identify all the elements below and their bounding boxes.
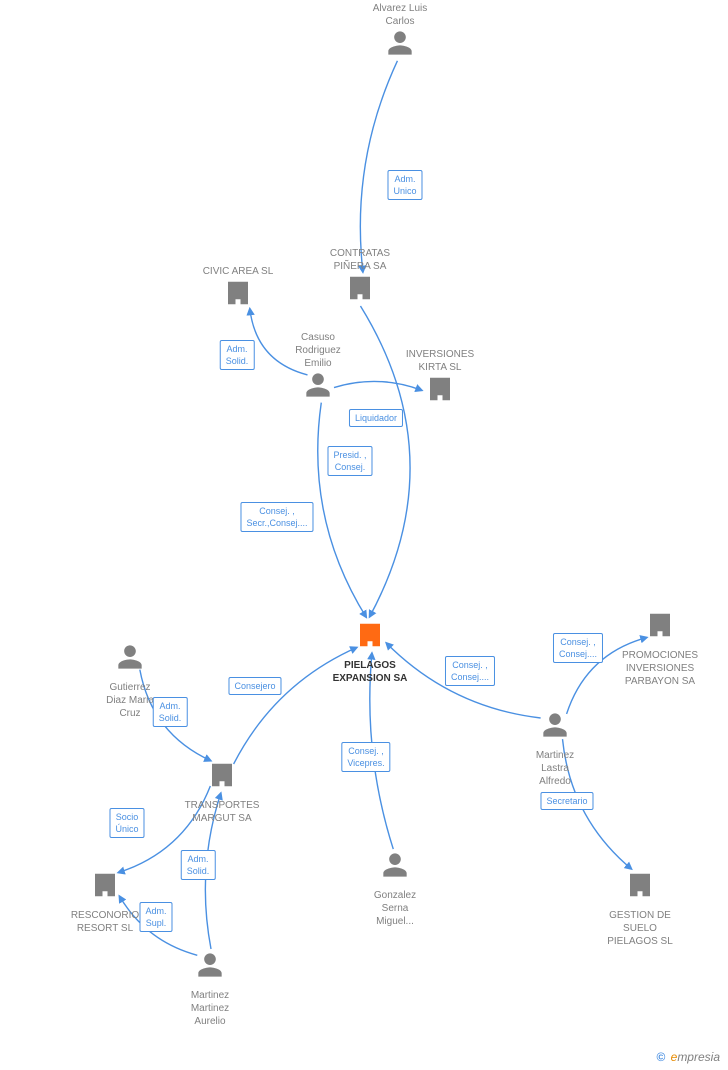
edge-casuso-pielagos [318,403,367,618]
node-label-alfredo: Martinez Lastra Alfredo [505,749,605,788]
edge-label-casuso-kirta: Liquidador [349,409,403,427]
node-gonzalez[interactable]: Gonzalez Serna Miguel... [345,850,445,928]
edge-label-casuso-civic: Adm.Solid. [220,340,255,370]
node-label-civic: CIVIC AREA SL [188,265,288,278]
edge-pinera_person-contratas [360,61,397,272]
node-label-kirta: INVERSIONES KIRTA SL [390,348,490,374]
node-label-gonzalez: Gonzalez Serna Miguel... [345,889,445,928]
edge-label-transportes-resconorio: SocioÚnico [109,808,144,838]
node-label-contratas: CONTRATAS PIÑERA SA [310,247,410,273]
footer-credit: © empresia [656,1050,720,1064]
edge-label-aurelio-resconorio: Adm.Supl. [139,902,172,932]
node-gestion[interactable]: GESTION DE SUELO PIELAGOS SL [590,870,690,948]
brand-name-rest: mpresia [677,1050,720,1064]
edge-label-pinera_person-contratas: Adm.Unico [387,170,422,200]
edge-label-transportes-pielagos: Consejero [228,677,281,695]
edge-label-contratas-pielagos: Consej. ,Secr.,Consej.... [240,502,313,532]
edge-label-aurelio-transportes: Adm.Solid. [181,850,216,880]
edge-label-alfredo-parbayon: Consej. ,Consej.... [553,633,603,663]
copyright-symbol: © [656,1050,665,1064]
node-pielagos[interactable]: PIELAGOS EXPANSION SA [320,620,420,685]
edge-label-alfredo-pielagos: Consej. ,Consej.... [445,656,495,686]
node-civic[interactable]: CIVIC AREA SL [188,261,288,313]
edge-label-gonzalez-pielagos: Consej. ,Vicepres. [341,742,390,772]
node-label-aurelio: Martinez Martinez Aurelio [160,989,260,1028]
node-casuso[interactable]: Casuso Rodriguez Emilio [268,327,368,405]
edge-label-casuso-pielagos: Presid. ,Consej. [327,446,372,476]
node-label-gestion: GESTION DE SUELO PIELAGOS SL [590,909,690,948]
edge-label-alfredo-gestion: Secretario [540,792,593,810]
node-label-parbayon: PROMOCIONES INVERSIONES PARBAYON SA [610,649,710,688]
node-kirta[interactable]: INVERSIONES KIRTA SL [390,344,490,409]
diagram-canvas: PIELAGOS EXPANSION SA Piñera Alvarez Luis… [0,0,728,1070]
node-pinera_person[interactable]: Piñera Alvarez Luis Carlos [350,0,450,63]
node-parbayon[interactable]: PROMOCIONES INVERSIONES PARBAYON SA [610,610,710,688]
node-label-pinera_person: Piñera Alvarez Luis Carlos [350,0,450,28]
edge-label-gutierrez-transportes: Adm.Solid. [153,697,188,727]
node-label-transportes: TRANSPORTES MARGUT SA [172,799,272,825]
node-label-casuso: Casuso Rodriguez Emilio [268,331,368,370]
node-contratas[interactable]: CONTRATAS PIÑERA SA [310,243,410,308]
node-label-pielagos: PIELAGOS EXPANSION SA [320,659,420,685]
node-alfredo[interactable]: Martinez Lastra Alfredo [505,710,605,788]
node-aurelio[interactable]: Martinez Martinez Aurelio [160,950,260,1028]
node-transportes[interactable]: TRANSPORTES MARGUT SA [172,760,272,825]
